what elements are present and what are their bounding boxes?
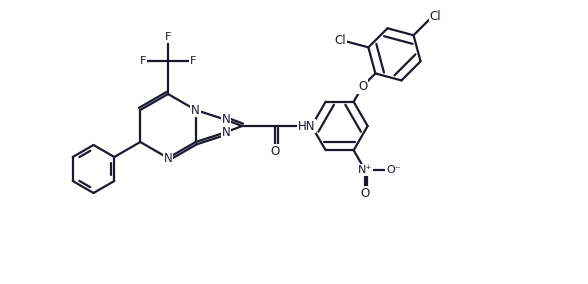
Text: F: F (140, 56, 146, 66)
Text: O: O (360, 187, 369, 200)
Text: N: N (191, 103, 200, 116)
Text: N: N (163, 151, 172, 164)
Text: HN: HN (298, 120, 315, 133)
Text: O: O (358, 80, 368, 93)
Text: F: F (190, 56, 196, 66)
Text: Cl: Cl (430, 10, 442, 23)
Text: O: O (270, 145, 280, 158)
Text: O⁻: O⁻ (386, 165, 400, 175)
Text: N⁺: N⁺ (358, 165, 372, 175)
Text: N: N (222, 126, 230, 139)
Text: N: N (222, 113, 230, 126)
Text: F: F (165, 32, 171, 42)
Text: Cl: Cl (335, 34, 346, 47)
